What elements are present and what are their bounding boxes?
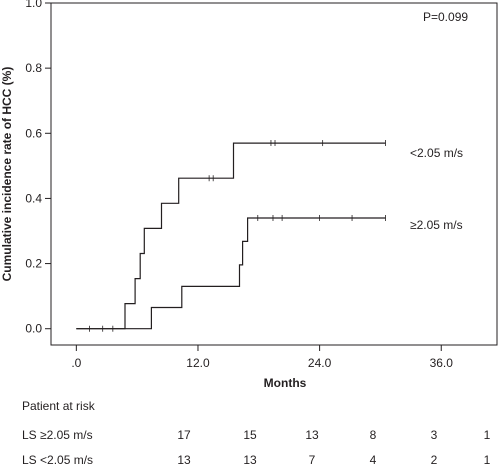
plot-frame [50, 2, 498, 346]
x-tick-label: 36.0 [430, 356, 454, 370]
x-tick-label: 24.0 [308, 356, 332, 370]
x-axis-title: Months [264, 376, 307, 390]
x-tick-label: .0 [71, 356, 81, 370]
risk-row-label-ge: LS ≥2.05 m/s [22, 428, 93, 442]
y-axis: 0.0 0.2 0.4 0.6 0.8 1.0 [25, 0, 51, 336]
risk-value: 4 [369, 453, 377, 467]
y-tick-label: 0.2 [25, 257, 42, 271]
series-layer [76, 140, 386, 332]
p-value-annotation: P=0.099 [423, 10, 468, 24]
y-tick-label: 1.0 [25, 0, 42, 10]
x-tick-label: 12.0 [186, 356, 210, 370]
risk-value: 13 [177, 453, 191, 467]
y-tick-label: 0.8 [25, 61, 42, 75]
y-tick-label: 0.0 [25, 322, 42, 336]
risk-value: 17 [177, 428, 191, 442]
risk-value: 1 [483, 453, 491, 467]
risk-value: 13 [305, 428, 319, 442]
chart: 0.0 0.2 0.4 0.6 0.8 1.0 .0 12.0 24.0 36.0 Cumula… [0, 0, 498, 390]
risk-value: 15 [243, 428, 257, 442]
risk-value: 13 [243, 453, 257, 467]
risk-table-title: Patient at risk [22, 399, 95, 413]
risk-value: 3 [430, 428, 438, 442]
series-line-lt-2.05 [76, 142, 386, 330]
legend-label-lt: <2.05 m/s [410, 146, 463, 160]
risk-value: 2 [430, 453, 438, 467]
risk-value: 1 [483, 428, 491, 442]
y-tick-label: 0.4 [25, 191, 42, 205]
risk-row-label-lt: LS <2.05 m/s [22, 453, 94, 467]
legend-label-ge: ≥2.05 m/s [410, 218, 463, 232]
y-axis-title: Cumulative incidence rate of HCC (%) [0, 67, 14, 282]
risk-value: 7 [308, 453, 316, 467]
y-tick-label: 0.6 [25, 126, 42, 140]
x-axis: .0 12.0 24.0 36.0 [71, 345, 453, 370]
series-line-ge-2.05 [76, 217, 386, 330]
risk-value: 8 [369, 428, 377, 442]
